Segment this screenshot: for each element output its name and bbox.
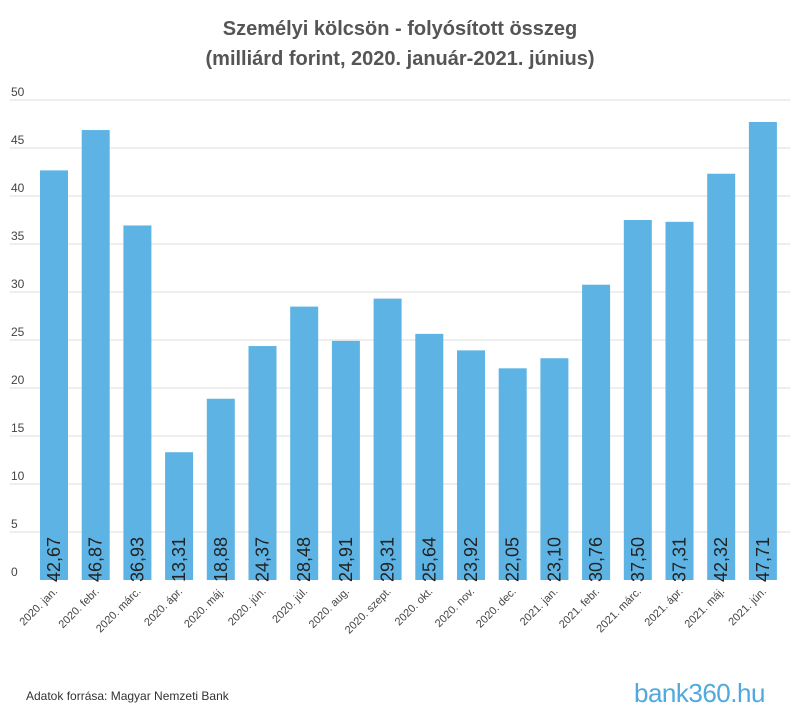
bar-chart: 0 5 10 15 20 25 30 35 40 45 50 42,67 2020. jan. 46,87… — [10, 85, 790, 637]
bar — [373, 298, 402, 580]
x-tick-label: 2021. ápr. — [643, 586, 686, 629]
x-tick-label: 2020. dec. — [474, 586, 519, 631]
data-label: 18,88 — [211, 537, 231, 582]
y-tick-label: 40 — [11, 181, 25, 195]
data-label: 37,50 — [628, 537, 648, 582]
x-tick-label: 2020. nov. — [433, 586, 477, 630]
bar — [123, 225, 152, 581]
data-label: 25,64 — [419, 537, 439, 582]
x-tick-label: 2020. márc. — [94, 586, 144, 636]
x-tick-label: 2020. aug. — [307, 586, 352, 631]
chart-title-line2: (milliárd forint, 2020. január-2021. jún… — [205, 48, 595, 70]
bar — [748, 121, 777, 580]
chart-title: Személyi kölcsön - folyósított összeg (m… — [0, 14, 800, 74]
data-label: 42,32 — [711, 537, 731, 582]
x-tick-label: 2020. okt. — [393, 586, 436, 629]
x-tick-label: 2020. júl. — [270, 586, 310, 626]
data-label: 37,31 — [670, 537, 690, 582]
data-label: 23,92 — [461, 537, 481, 582]
x-tick-label: 2021. febr. — [557, 586, 602, 631]
x-tick-label: 2020. jún. — [226, 586, 269, 629]
x-tick-label: 2020. febr. — [57, 586, 102, 631]
x-tick-label: 2020. máj. — [182, 586, 227, 631]
x-tick-label: 2020. jan. — [17, 586, 60, 629]
bar — [457, 350, 485, 580]
bar — [707, 173, 736, 580]
bar — [415, 333, 444, 580]
bar — [290, 306, 319, 580]
data-label: 36,93 — [127, 537, 147, 582]
bar — [248, 346, 277, 580]
data-label: 24,37 — [253, 537, 273, 582]
bar — [665, 221, 694, 580]
bar — [623, 220, 652, 580]
bar — [498, 368, 527, 580]
y-tick-label: 50 — [11, 85, 25, 99]
data-label: 13,31 — [169, 537, 189, 582]
bar — [81, 130, 110, 580]
x-tick-label: 2021. máj. — [683, 586, 728, 631]
data-label: 24,91 — [336, 537, 356, 582]
brand-logo: bank360.hu — [634, 678, 765, 708]
bar — [40, 170, 68, 581]
y-tick-label: 15 — [11, 421, 25, 435]
data-label: 28,48 — [294, 537, 314, 582]
data-label: 29,31 — [378, 537, 398, 582]
source-note: Adatok forrása: Magyar Nemzeti Bank — [26, 689, 229, 703]
data-label: 22,05 — [503, 537, 523, 582]
data-label: 47,71 — [753, 537, 773, 582]
bar — [165, 452, 194, 580]
bar — [540, 358, 569, 580]
data-label: 42,67 — [44, 537, 64, 582]
y-tick-label: 10 — [11, 469, 25, 483]
data-label: 46,87 — [86, 537, 106, 582]
y-tick-label: 5 — [11, 517, 18, 531]
x-tick-label: 2021. márc. — [594, 586, 644, 636]
bar — [331, 340, 360, 580]
y-tick-label: 25 — [11, 325, 25, 339]
y-tick-label: 35 — [11, 229, 25, 243]
data-label: 30,76 — [586, 537, 606, 582]
bar — [582, 284, 611, 580]
x-tick-label: 2021. jan. — [518, 586, 561, 629]
x-tick-label: 2020. ápr. — [142, 586, 185, 629]
y-tick-label: 45 — [11, 133, 25, 147]
y-tick-label: 30 — [11, 277, 25, 291]
y-tick-label: 20 — [11, 373, 25, 387]
y-tick-label: 0 — [11, 565, 18, 579]
x-tick-label: 2021. jún. — [726, 586, 769, 629]
data-label: 23,10 — [544, 537, 564, 582]
bar — [206, 398, 235, 580]
chart-title-line1: Személyi kölcsön - folyósított összeg — [222, 18, 578, 40]
